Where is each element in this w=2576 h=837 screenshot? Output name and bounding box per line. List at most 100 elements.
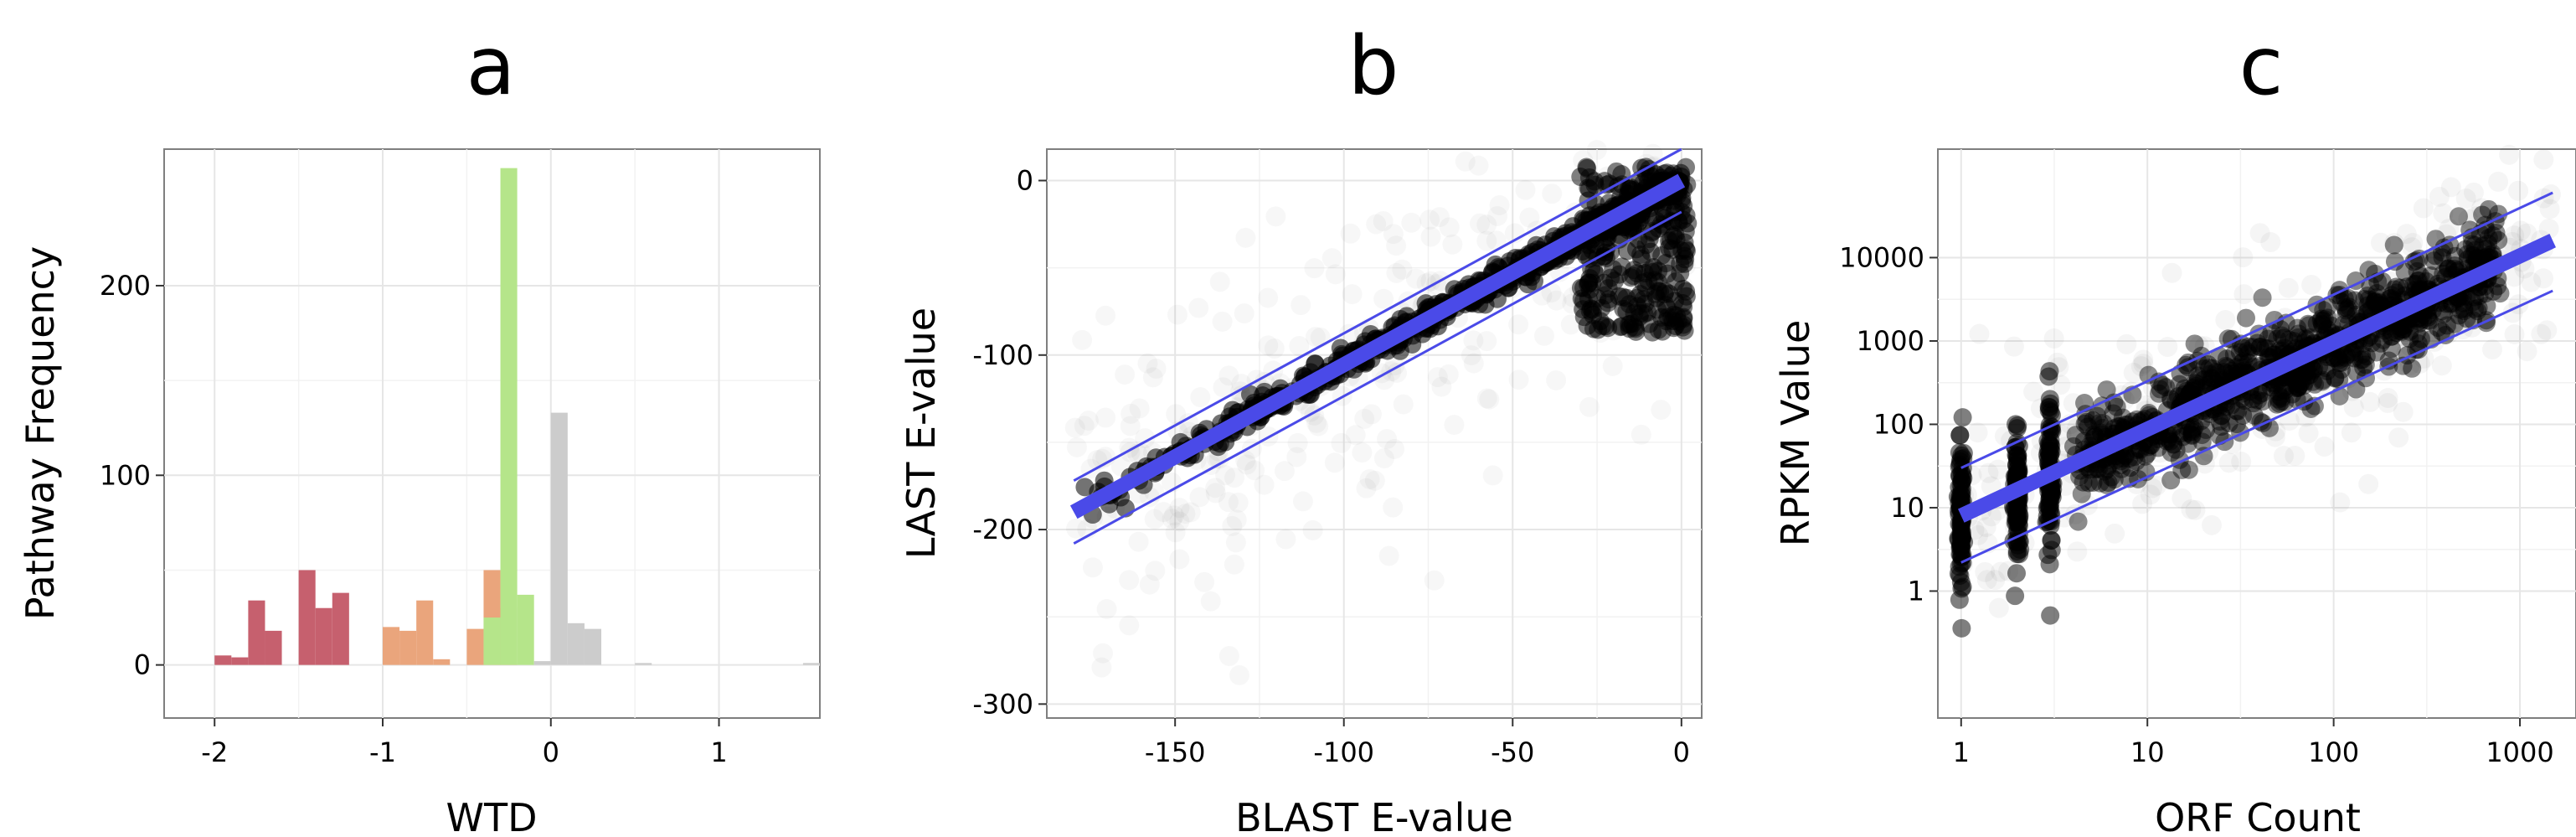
scatter-point xyxy=(2342,345,2362,364)
scatter-point xyxy=(2445,256,2465,276)
scatter-point-faint xyxy=(1651,400,1671,420)
scatter-point xyxy=(2462,235,2481,254)
scatter-point xyxy=(2244,406,2264,425)
scatter-point xyxy=(2300,316,2319,335)
scatter-point-faint xyxy=(2257,335,2278,356)
scatter-point-faint xyxy=(2055,437,2076,457)
scatter-point xyxy=(2395,262,2414,282)
scatter-point-faint xyxy=(1352,442,1372,462)
scatter-point xyxy=(2455,240,2475,259)
scatter-point xyxy=(1631,285,1650,304)
scatter-point-faint xyxy=(2132,493,2153,514)
scatter-point xyxy=(2287,390,2306,409)
scatter-point xyxy=(2217,364,2236,383)
x-tick-label: -150 xyxy=(1145,736,1206,768)
scatter-point xyxy=(2380,289,2399,308)
scatter-point xyxy=(2432,322,2451,341)
scatter-point-faint xyxy=(2334,292,2355,313)
scatter-point xyxy=(2099,456,2118,475)
scatter-point xyxy=(2188,366,2208,385)
scatter-point xyxy=(2228,401,2248,421)
scatter-point xyxy=(2310,357,2329,376)
scatter-point xyxy=(2387,283,2406,302)
scatter-point-faint xyxy=(1227,509,1247,530)
scatter-point xyxy=(2269,341,2289,360)
y-tick-label: 100 xyxy=(100,459,151,491)
scatter-point-faint xyxy=(1121,404,1141,424)
scatter-point-faint xyxy=(1985,570,2006,591)
scatter-point xyxy=(2192,432,2212,452)
scatter-point xyxy=(2352,350,2371,369)
y-tick-label: 200 xyxy=(100,270,151,302)
histogram-bar xyxy=(332,592,349,665)
scatter-point xyxy=(2409,312,2429,331)
scatter-point xyxy=(2429,318,2448,338)
scatter-point xyxy=(2183,379,2202,398)
panel-b-y-axis-title: LAST E-value xyxy=(899,307,944,559)
scatter-point-faint xyxy=(2463,182,2484,203)
scatter-point-faint xyxy=(2157,337,2178,358)
scatter-point-faint xyxy=(2264,426,2285,447)
scatter-point xyxy=(2188,369,2208,389)
scatter-point-faint xyxy=(2182,417,2202,438)
scatter-point xyxy=(2272,326,2291,345)
panel-b-x-axis-title: BLAST E-value xyxy=(1235,795,1513,837)
scatter-point-faint xyxy=(2252,418,2273,439)
scatter-point xyxy=(2066,426,2085,445)
scatter-point xyxy=(2383,327,2402,346)
scatter-point xyxy=(2465,235,2485,255)
scatter-point xyxy=(2090,414,2110,433)
panel-a-y-axis-title: Pathway Frequency xyxy=(18,246,63,620)
scatter-point-faint xyxy=(2168,431,2189,452)
scatter-point xyxy=(2149,438,2168,457)
scatter-point-faint xyxy=(2410,323,2431,344)
scatter-point-faint xyxy=(2438,323,2459,344)
scatter-point xyxy=(2393,317,2413,336)
scatter-point xyxy=(2390,318,2409,337)
scatter-point xyxy=(2093,418,2112,437)
upper-bound-line xyxy=(1073,147,1682,483)
scatter-point-faint xyxy=(1229,493,1249,513)
scatter-point xyxy=(2434,238,2454,257)
scatter-point-faint xyxy=(2007,499,2027,519)
scatter-point xyxy=(2178,434,2197,453)
y-tick-label: -100 xyxy=(972,339,1033,371)
scatter-point-faint xyxy=(2311,375,2332,395)
scatter-point xyxy=(2303,372,2322,391)
scatter-point xyxy=(2182,381,2202,400)
scatter-point xyxy=(2178,423,2197,442)
scatter-point-faint xyxy=(2130,356,2151,377)
scatter-point xyxy=(2464,245,2483,265)
scatter-point xyxy=(2338,288,2357,307)
scatter-point-faint xyxy=(2352,355,2372,376)
scatter-point xyxy=(2269,382,2288,401)
scatter-point-faint xyxy=(2177,437,2198,457)
scatter-point xyxy=(1611,188,1631,207)
scatter-point xyxy=(2273,380,2292,399)
scatter-point xyxy=(2088,459,2107,478)
scatter-point xyxy=(1574,292,1593,311)
scatter-point xyxy=(2249,324,2269,344)
scatter-point xyxy=(2008,447,2027,466)
scatter-point xyxy=(2161,471,2181,490)
scatter-point xyxy=(1596,249,1615,268)
histogram-bar xyxy=(500,168,518,665)
scatter-point-faint xyxy=(1464,354,1484,374)
scatter-point xyxy=(1643,222,1662,241)
scatter-point-faint xyxy=(2294,329,2315,350)
scatter-point xyxy=(2479,199,2498,219)
scatter-point xyxy=(2275,338,2294,358)
scatter-point xyxy=(2102,468,2121,487)
scatter-point-faint xyxy=(1476,231,1497,251)
scatter-point xyxy=(2367,295,2386,314)
scatter-point xyxy=(2232,354,2251,373)
scatter-point xyxy=(2449,207,2468,226)
scatter-point-faint xyxy=(1169,549,1189,569)
scatter-point-faint xyxy=(2133,354,2154,375)
x-tick-label: 1 xyxy=(710,736,727,768)
scatter-point xyxy=(2085,426,2105,446)
scatter-point xyxy=(2407,251,2426,271)
scatter-point xyxy=(2352,345,2372,364)
scatter-point xyxy=(2272,392,2291,411)
scatter-point-faint xyxy=(1129,532,1149,552)
